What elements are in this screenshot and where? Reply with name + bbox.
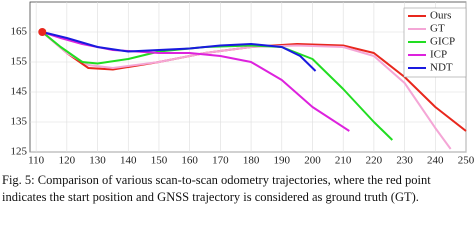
y-tick-label: 155	[11, 56, 28, 68]
legend-label: NDT	[430, 62, 453, 74]
legend-label: GICP	[430, 36, 455, 48]
x-tick-label: 180	[243, 155, 260, 167]
x-tick-label: 130	[89, 155, 106, 167]
legend-label: GT	[430, 23, 445, 35]
x-tick-label: 170	[212, 155, 229, 167]
y-tick-label: 135	[11, 116, 28, 128]
x-tick-label: 210	[335, 155, 352, 167]
line-series	[41, 31, 452, 150]
y-tick-label: 125	[11, 146, 28, 158]
x-tick-label: 220	[366, 155, 383, 167]
page: {"chart_data": {"type": "line", "xlim": …	[2, 1, 474, 204]
x-tick-label: 110	[28, 155, 45, 167]
line-series	[41, 31, 350, 132]
y-tick-label: 145	[11, 86, 28, 98]
caption-line: Fig. 5: Comparison of various scan-to-sc…	[2, 173, 431, 187]
chart: 125 135 145 155 165 110 120 130 140 150 160 170 180 1…	[11, 1, 474, 167]
x-tick-label: 230	[396, 155, 413, 167]
x-tick-label: 240	[427, 155, 444, 167]
plot-area	[29, 1, 467, 153]
legend-label: ICP	[430, 49, 447, 61]
x-tick-label: 140	[120, 155, 137, 167]
start-point	[38, 28, 47, 36]
x-tick-label: 120	[59, 155, 76, 167]
y-tick-label: 165	[11, 26, 28, 38]
x-tick-label: 160	[181, 155, 198, 167]
x-tick-label: 150	[151, 155, 168, 167]
caption-line: indicates the start position and GNSS tr…	[2, 190, 419, 204]
legend-label: Ours	[430, 10, 451, 22]
line-series	[42, 31, 317, 72]
x-tick-label: 190	[274, 155, 291, 167]
x-tick-label: 200	[304, 155, 321, 167]
x-tick-label: 250	[458, 155, 474, 167]
